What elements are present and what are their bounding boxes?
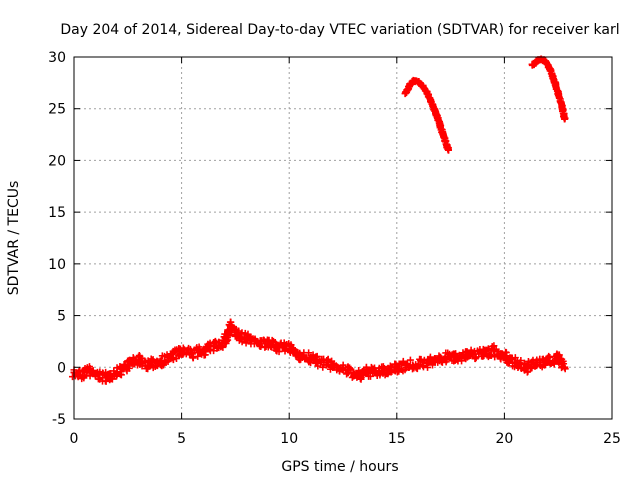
data-point	[447, 353, 455, 361]
data-point	[561, 363, 569, 371]
data-marks	[69, 55, 569, 385]
series-satellite-arc-late	[528, 55, 569, 123]
data-point	[92, 371, 100, 379]
data-point	[423, 88, 431, 96]
data-point	[425, 358, 433, 366]
data-point	[533, 360, 541, 368]
data-point	[242, 334, 250, 342]
y-tick-label: 20	[48, 153, 66, 169]
data-point	[436, 120, 444, 128]
data-point	[546, 64, 554, 72]
data-point	[468, 351, 476, 359]
data-point	[167, 353, 175, 361]
data-point	[444, 146, 452, 154]
series-satellite-arc-low	[69, 318, 569, 385]
data-point	[307, 355, 315, 363]
data-point	[83, 366, 91, 374]
data-point	[401, 89, 409, 97]
data-point	[178, 348, 186, 356]
data-point	[76, 372, 84, 380]
x-tick-label: 0	[70, 431, 79, 447]
series-satellite-arc-mid	[401, 76, 452, 154]
x-axis-label: GPS time / hours	[281, 459, 398, 475]
data-point	[559, 105, 567, 113]
data-point	[296, 351, 304, 359]
data-point	[414, 360, 422, 368]
data-point	[356, 373, 364, 381]
data-point	[188, 350, 196, 358]
data-point	[427, 97, 435, 105]
data-point	[393, 363, 401, 371]
data-point	[404, 361, 412, 369]
data-point	[264, 341, 272, 349]
data-point	[457, 352, 465, 360]
y-tick-label: -5	[52, 412, 66, 428]
data-point	[550, 76, 558, 84]
y-tick-label: 15	[48, 205, 66, 221]
data-point	[533, 57, 541, 65]
data-point	[511, 358, 519, 366]
data-point	[436, 355, 444, 363]
data-point	[156, 357, 164, 365]
x-tick-label: 5	[177, 431, 186, 447]
data-point	[234, 332, 242, 340]
y-tick-label: 0	[57, 360, 66, 376]
data-point	[554, 89, 562, 97]
plot-frame	[73, 56, 613, 420]
data-point	[221, 337, 229, 345]
data-point	[145, 361, 153, 369]
data-point	[406, 81, 414, 89]
data-point	[500, 353, 508, 361]
data-point	[135, 356, 143, 364]
data-point	[124, 360, 132, 368]
x-tick-label: 20	[495, 431, 513, 447]
data-point	[541, 57, 549, 65]
data-point	[528, 61, 536, 69]
data-point	[328, 361, 336, 369]
data-point	[274, 343, 282, 351]
data-point	[285, 345, 293, 353]
data-point	[479, 349, 487, 357]
x-tick-label: 25	[603, 431, 621, 447]
data-point	[317, 358, 325, 366]
data-point	[382, 366, 390, 374]
data-point	[253, 337, 261, 345]
data-point	[554, 354, 562, 362]
data-point	[199, 347, 207, 355]
data-point	[414, 78, 422, 86]
x-tick-label: 10	[280, 431, 298, 447]
data-point	[490, 347, 498, 355]
data-point	[522, 363, 530, 371]
data-point	[561, 115, 569, 123]
y-tick-label: 30	[48, 50, 66, 66]
y-axis-label: SDTVAR / TECUs	[6, 181, 22, 296]
data-point	[410, 77, 418, 85]
data-point	[350, 369, 358, 377]
chart-title: Day 204 of 2014, Sidereal Day-to-day VTE…	[60, 22, 619, 38]
data-point	[363, 367, 371, 375]
y-tick-label: 10	[48, 257, 66, 273]
y-tick-label: 5	[57, 309, 66, 325]
data-point	[210, 343, 218, 351]
data-point	[440, 134, 448, 142]
data-point	[113, 368, 121, 376]
data-point	[432, 109, 440, 117]
data-point	[543, 357, 551, 365]
data-point	[339, 365, 347, 373]
data-point	[227, 322, 235, 330]
y-tick-label: 25	[48, 102, 66, 118]
data-point	[419, 82, 427, 90]
data-point	[371, 368, 379, 376]
x-tick-label: 15	[388, 431, 406, 447]
data-point	[102, 374, 110, 382]
